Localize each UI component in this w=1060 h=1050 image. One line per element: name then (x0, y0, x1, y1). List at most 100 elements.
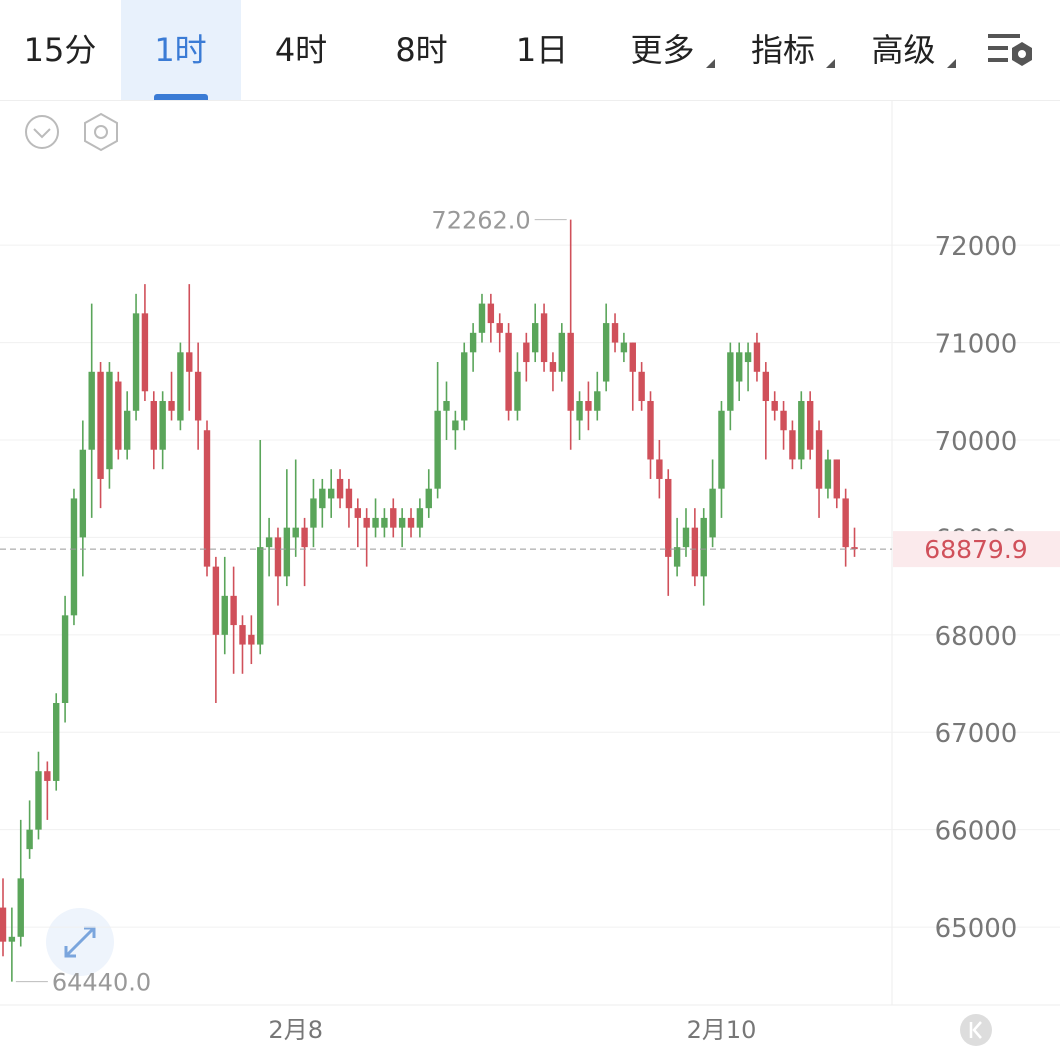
candle-body (354, 508, 361, 518)
candle-body (620, 342, 628, 353)
candle-body (806, 401, 814, 450)
candle-body (123, 410, 131, 450)
icon-dot[interactable] (1018, 50, 1026, 58)
candle-body (0, 907, 7, 942)
icon-lines[interactable] (988, 34, 1020, 62)
collapse-circle[interactable] (25, 115, 59, 149)
x-tick-label: 2月8 (268, 1016, 323, 1044)
candle-body (212, 566, 220, 635)
candle-body (327, 488, 335, 499)
scroll-end-bg[interactable] (960, 1014, 992, 1046)
collapse-icon[interactable] (25, 115, 59, 149)
candle-body (257, 547, 264, 645)
toolbar: 15分 1时 4时 8时 1日 更多 指标 高级 (0, 0, 1060, 101)
chart: 6500066000670006800069000700007100072000… (0, 100, 1060, 1046)
candle-body (594, 391, 601, 411)
candle-body (8, 936, 16, 942)
candle-body (718, 410, 725, 489)
scroll-end-arrow[interactable] (969, 1021, 982, 1039)
expand-arrows[interactable] (64, 926, 96, 958)
annotation-label: 72262.0 (431, 207, 530, 235)
candle-body (771, 401, 778, 411)
candle-body (487, 303, 495, 324)
hexagon[interactable] (84, 112, 118, 152)
candle-body (461, 352, 468, 421)
candle-body (186, 352, 193, 372)
last-price-tag (893, 531, 1060, 568)
interval-tab[interactable]: 15分 (23, 31, 97, 69)
annotation-label: 64440.0 (52, 969, 151, 997)
candle-body (815, 430, 823, 489)
candle-body (665, 478, 672, 557)
candle-body (390, 508, 397, 528)
candle-body (549, 362, 557, 372)
candle-body (194, 371, 202, 421)
x-tick-label: 2月10 (687, 1016, 757, 1044)
candle-body (452, 420, 459, 431)
candle-body (398, 517, 406, 528)
chart-settings-icon[interactable] (980, 20, 1040, 80)
candle-body (638, 371, 645, 402)
settings-icon[interactable] (84, 112, 118, 152)
candle-body (363, 517, 370, 528)
candle-body (203, 430, 211, 567)
candle-body (26, 829, 33, 850)
candle-body (274, 537, 282, 577)
candle-body (319, 488, 326, 509)
candle-body (88, 371, 95, 450)
collapse-arrow[interactable] (33, 128, 51, 139)
candle-body (425, 488, 432, 509)
candle-body (416, 508, 424, 528)
interval-tab[interactable]: 1时 (120, 0, 241, 100)
interval-tab[interactable]: 更多 (603, 0, 723, 100)
y-tick-label: 71000 (935, 330, 1018, 360)
candle-body (647, 401, 654, 460)
candle-body (310, 498, 317, 528)
y-tick-label: 66000 (935, 817, 1018, 847)
candle-body (292, 527, 299, 538)
candle-body (248, 634, 255, 645)
candle-body (115, 381, 122, 450)
candle-body (789, 430, 796, 460)
candle-body (629, 342, 636, 372)
candle-body (434, 410, 441, 489)
hexagon-dot[interactable] (94, 125, 108, 139)
candle-body (780, 410, 787, 431)
candle-body (283, 527, 291, 577)
scroll-end-button[interactable] (960, 1014, 992, 1046)
candle-body (141, 313, 149, 392)
candle-body (540, 313, 548, 363)
candle-body (168, 401, 175, 411)
interval-tab[interactable]: 高级 (844, 0, 964, 100)
candle-body (585, 401, 592, 411)
candle-body (576, 401, 583, 421)
candle-body (61, 615, 69, 704)
candle-body (177, 352, 184, 421)
candle-body (70, 498, 78, 616)
candle-body (851, 547, 858, 550)
candle-body (505, 332, 512, 411)
candle-body (106, 371, 113, 470)
candle-body (736, 352, 743, 382)
interval-tab[interactable]: 4时 (274, 31, 328, 69)
candle-body (558, 332, 566, 372)
expand-button[interactable] (46, 908, 114, 976)
candle-body (381, 517, 388, 528)
candle-body (824, 459, 832, 489)
candle-body (691, 527, 699, 577)
candle-body (97, 371, 104, 479)
candle-body (301, 527, 308, 548)
candle-body (53, 703, 60, 781)
candle-body (682, 527, 690, 548)
last-price-label: 68879.9 (924, 535, 1027, 564)
candle-body (35, 771, 42, 830)
candle-body (567, 332, 574, 411)
candle-body (345, 488, 353, 509)
candle-body (656, 459, 663, 479)
candle-body (673, 547, 681, 567)
interval-tab[interactable]: 指标 (723, 0, 843, 100)
candle-body (842, 498, 849, 548)
interval-tab[interactable]: 1日 (515, 31, 569, 69)
candle-body (159, 401, 166, 450)
interval-tab[interactable]: 8时 (395, 31, 448, 69)
